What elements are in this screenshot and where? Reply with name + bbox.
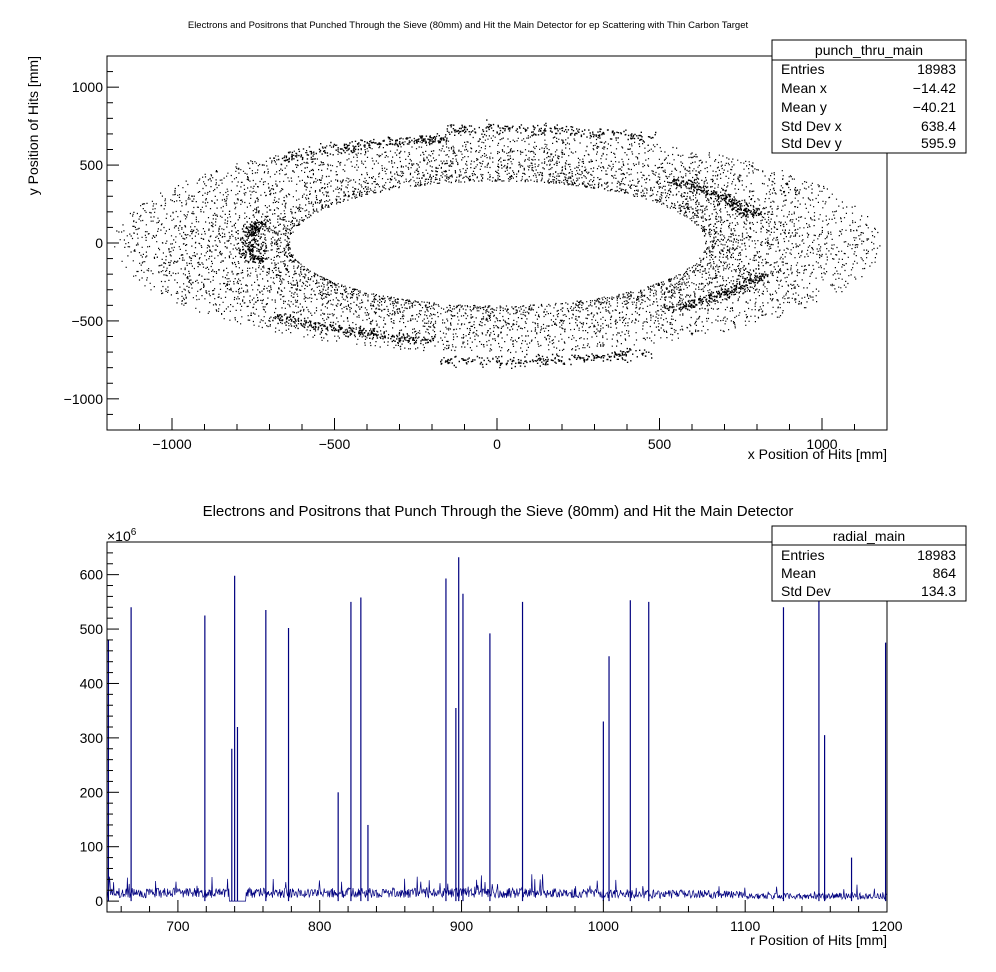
y-exponent-base: ×10 xyxy=(107,528,131,544)
top-stat-value: −40.21 xyxy=(913,99,956,115)
x-tick-label: 800 xyxy=(308,918,332,934)
x-tick-label: 1200 xyxy=(871,918,902,934)
top-panel: Electrons and Positrons that Punched Thr… xyxy=(25,20,967,462)
top-stat-value: 595.9 xyxy=(921,135,956,151)
scatter-points xyxy=(114,119,881,370)
bottom-stat-label: Mean xyxy=(781,565,816,581)
top-stats-box: punch_thru_main Entries 18983 Mean x −14… xyxy=(771,39,967,154)
top-title: Electrons and Positrons that Punched Thr… xyxy=(188,20,749,31)
x-tick-label: −1000 xyxy=(152,436,192,452)
top-y-axis-label: y Position of Hits [mm] xyxy=(25,56,41,195)
x-tick-label: 700 xyxy=(166,918,190,934)
x-tick-label: 1000 xyxy=(588,918,619,934)
top-stat-label: Std Dev x xyxy=(781,118,842,134)
top-scatter-points xyxy=(114,119,881,370)
y-tick-label: 500 xyxy=(80,157,104,173)
y-tick-label: 0 xyxy=(95,893,103,909)
x-tick-label: 900 xyxy=(450,918,474,934)
bottom-axes: 700 800 900 1000 1100 1200 0 100 200 300 400 500 600 xyxy=(80,552,903,934)
x-tick-label: 0 xyxy=(493,436,501,452)
bottom-stat-value: 18983 xyxy=(917,547,956,563)
bottom-stat-label: Std Dev xyxy=(781,583,831,599)
x-tick-label: 1000 xyxy=(806,436,837,452)
bottom-panel: Electrons and Positrons that Punch Throu… xyxy=(80,503,967,948)
bottom-frame xyxy=(106,541,888,913)
top-stat-label: Entries xyxy=(781,61,825,77)
x-tick-label: −500 xyxy=(319,436,351,452)
y-tick-label: 1000 xyxy=(72,79,103,95)
bottom-stats-box: radial_main Entries 18983 Mean 864 Std D… xyxy=(771,525,967,602)
y-tick-label: 0 xyxy=(95,235,103,251)
top-stat-value: −14.42 xyxy=(913,80,956,96)
top-stat-label: Std Dev y xyxy=(781,135,842,151)
top-frame xyxy=(106,55,888,431)
y-tick-label: 600 xyxy=(80,567,104,583)
bottom-stats-name: radial_main xyxy=(833,528,905,544)
top-stat-value: 638.4 xyxy=(921,118,956,134)
bottom-stat-label: Entries xyxy=(781,547,825,563)
histogram-baseline xyxy=(106,874,887,902)
bottom-y-exponent-label: ×106 xyxy=(107,527,137,544)
top-stat-label: Mean x xyxy=(781,80,827,96)
bottom-stat-value: 864 xyxy=(933,565,957,581)
bottom-histogram-series xyxy=(106,557,887,902)
top-stats-name: punch_thru_main xyxy=(815,42,923,58)
bottom-stat-value: 134.3 xyxy=(921,583,956,599)
bottom-x-axis-label: r Position of Hits [mm] xyxy=(750,932,887,948)
top-stat-value: 18983 xyxy=(917,61,956,77)
top-stat-label: Mean y xyxy=(781,99,827,115)
bottom-title: Electrons and Positrons that Punch Throu… xyxy=(203,503,794,520)
top-axes: −1000 −500 0 500 1000 −1000 −500 0 500 1000 xyxy=(64,71,855,452)
y-tick-label: −1000 xyxy=(64,391,104,407)
x-tick-label: 1100 xyxy=(730,918,760,934)
y-tick-label: 100 xyxy=(80,839,104,855)
y-tick-label: 400 xyxy=(80,675,104,691)
y-tick-label: 500 xyxy=(80,621,104,637)
y-tick-label: 200 xyxy=(80,784,104,800)
top-x-axis-label: x Position of Hits [mm] xyxy=(748,446,887,462)
x-tick-label: 500 xyxy=(648,436,672,452)
y-tick-label: 300 xyxy=(80,730,104,746)
y-exponent-power: 6 xyxy=(131,527,137,538)
y-tick-label: −500 xyxy=(71,313,103,329)
